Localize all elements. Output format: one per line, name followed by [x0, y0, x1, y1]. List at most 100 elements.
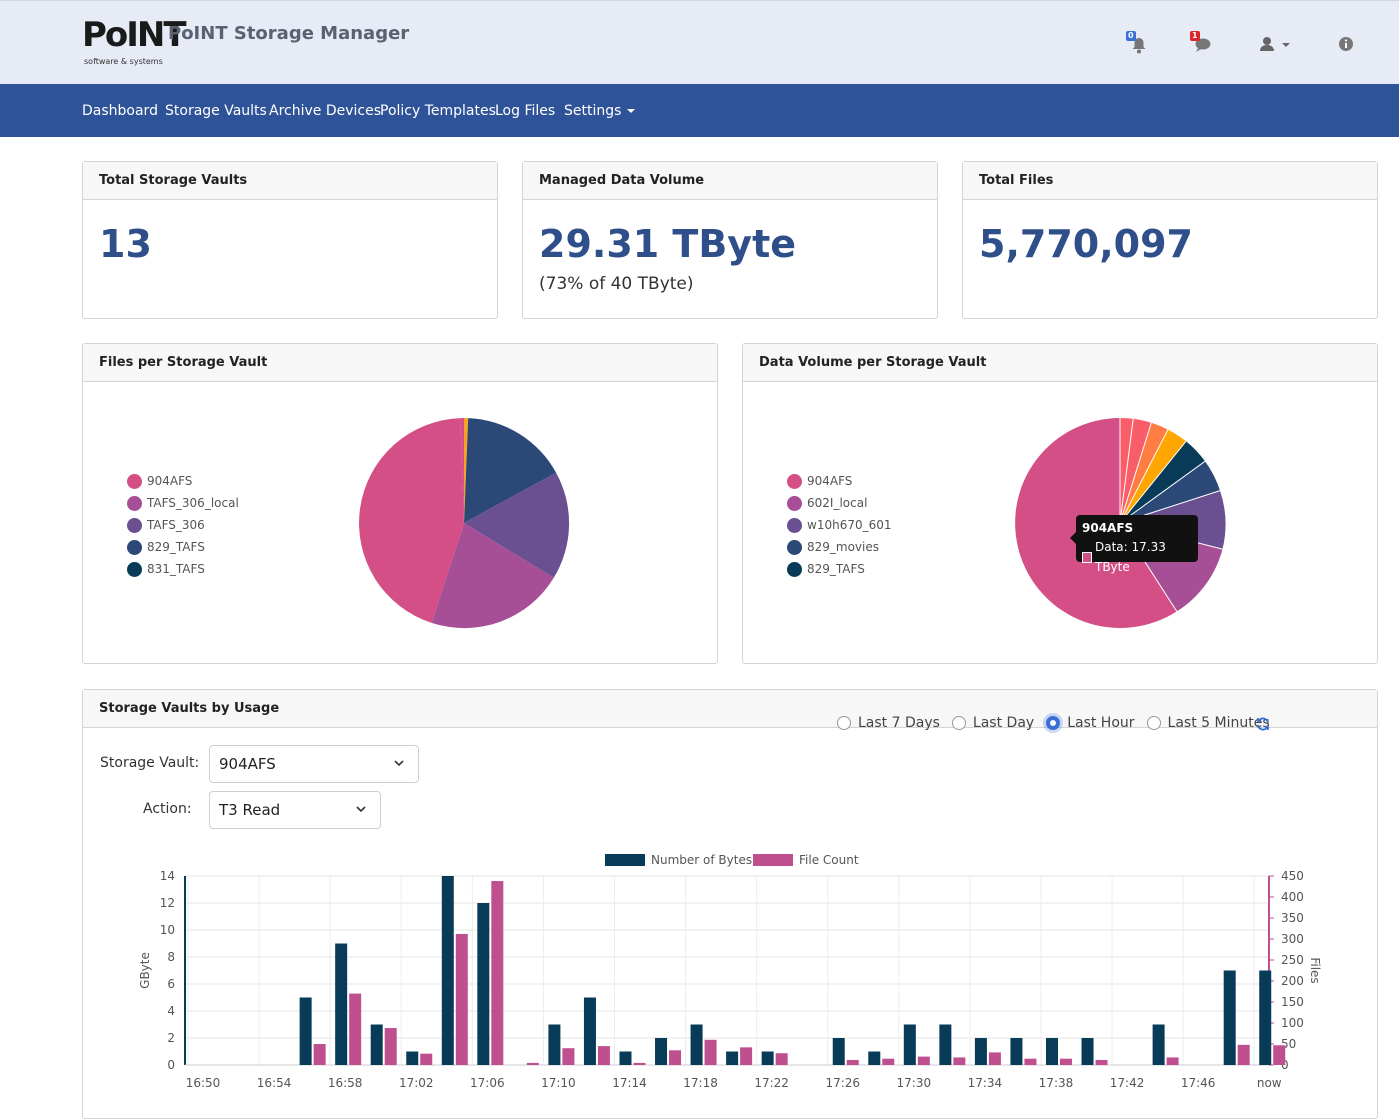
- pie-slice[interactable]: [464, 472, 570, 578]
- nav-dashboard[interactable]: Dashboard: [82, 103, 158, 119]
- bytes-bar[interactable]: [619, 1051, 632, 1066]
- bytes-bar[interactable]: [1045, 1038, 1058, 1065]
- nav-policy-templates[interactable]: Policy Templates: [380, 103, 496, 119]
- bytes-bar[interactable]: [1081, 1038, 1094, 1065]
- legend-item[interactable]: TAFS_306: [127, 514, 239, 536]
- files-bar[interactable]: [953, 1057, 966, 1065]
- files-bar[interactable]: [349, 993, 362, 1065]
- legend-swatch-files[interactable]: [753, 854, 793, 866]
- pie-slice[interactable]: [464, 418, 557, 523]
- files-bar[interactable]: [1059, 1058, 1072, 1065]
- bytes-bar[interactable]: [583, 997, 596, 1066]
- pie-slice[interactable]: [460, 418, 464, 523]
- bytes-bar[interactable]: [335, 943, 348, 1066]
- bytes-bar[interactable]: [903, 1024, 916, 1066]
- files-bar[interactable]: [1237, 1044, 1250, 1065]
- files-bar[interactable]: [420, 1053, 433, 1065]
- legend-label[interactable]: File Count: [799, 853, 859, 867]
- radio-last-5-minutes[interactable]: [1146, 716, 1161, 730]
- files-bar[interactable]: [917, 1056, 930, 1065]
- bytes-bar[interactable]: [1259, 970, 1272, 1066]
- action-selected: T3 Read: [219, 801, 281, 819]
- legend-item[interactable]: 829_TAFS: [127, 536, 239, 558]
- files-bar[interactable]: [562, 1048, 575, 1065]
- legend-item[interactable]: w10h670_601: [787, 514, 892, 536]
- legend-item[interactable]: 831_TAFS: [127, 558, 239, 580]
- files-pie-chart[interactable]: [357, 416, 571, 630]
- pie-slice[interactable]: [431, 523, 554, 629]
- files-bar[interactable]: [775, 1053, 788, 1065]
- bytes-bar[interactable]: [441, 876, 454, 1065]
- usage-bar-chart[interactable]: 0246810121405010015020025030035040045016…: [83, 840, 1377, 1100]
- bytes-bar[interactable]: [477, 903, 490, 1065]
- legend-item[interactable]: TAFS_306_local: [127, 492, 239, 514]
- radio-last-7-days[interactable]: [837, 716, 851, 730]
- files-bar[interactable]: [491, 881, 504, 1065]
- files-bar[interactable]: [526, 1062, 539, 1065]
- info-icon[interactable]: [1337, 35, 1357, 55]
- files-bar[interactable]: [455, 933, 468, 1065]
- notifications-bell-icon[interactable]: 0: [1126, 31, 1149, 55]
- bytes-bar[interactable]: [370, 1024, 383, 1066]
- pie-slice[interactable]: [359, 418, 464, 623]
- legend-item[interactable]: 829_movies: [787, 536, 892, 558]
- storage-vault-selected: 904AFS: [219, 755, 276, 773]
- bytes-bar[interactable]: [832, 1038, 845, 1065]
- refresh-icon[interactable]: [1255, 716, 1271, 732]
- nav-log-files[interactable]: Log Files: [495, 103, 556, 119]
- pie-slice[interactable]: [1120, 441, 1205, 523]
- radio-label[interactable]: Last Day: [972, 715, 1035, 731]
- bytes-bar[interactable]: [761, 1051, 774, 1066]
- bytes-bar[interactable]: [1152, 1024, 1165, 1066]
- files-bar[interactable]: [384, 1028, 397, 1065]
- x-tick-label: 17:22: [754, 1076, 789, 1090]
- bytes-bar[interactable]: [868, 1051, 881, 1066]
- bytes-bar[interactable]: [726, 1051, 739, 1066]
- user-menu-icon[interactable]: [1258, 35, 1292, 55]
- bytes-bar[interactable]: [1223, 970, 1236, 1066]
- radio-label[interactable]: Last 7 Days: [858, 715, 940, 731]
- bytes-bar[interactable]: [299, 997, 312, 1066]
- radio-label[interactable]: Last 5 Minutes: [1167, 715, 1270, 731]
- bytes-bar[interactable]: [406, 1051, 419, 1066]
- messages-chat-icon[interactable]: 1: [1190, 31, 1213, 55]
- point-logo[interactable]: PoINT software & systems: [82, 17, 187, 69]
- nav-settings[interactable]: Settings: [564, 103, 635, 119]
- files-bar[interactable]: [313, 1044, 326, 1065]
- files-bar[interactable]: [1273, 1045, 1286, 1065]
- bytes-bar[interactable]: [548, 1024, 561, 1066]
- pie-slice[interactable]: [464, 418, 469, 523]
- files-bar[interactable]: [669, 1050, 682, 1065]
- files-bar[interactable]: [988, 1052, 1001, 1065]
- legend-label[interactable]: Number of Bytes: [651, 853, 752, 867]
- files-bar[interactable]: [597, 1046, 610, 1065]
- pie-slice[interactable]: [1120, 461, 1220, 523]
- radio-last-hour[interactable]: [1046, 716, 1061, 730]
- legend-item[interactable]: 904AFS: [127, 470, 239, 492]
- radio-label[interactable]: Last Hour: [1067, 715, 1135, 731]
- files-bar[interactable]: [1095, 1059, 1108, 1065]
- bytes-bar[interactable]: [655, 1038, 668, 1065]
- action-select[interactable]: T3 Read: [209, 791, 381, 829]
- files-bar[interactable]: [882, 1058, 895, 1065]
- files-bar[interactable]: [1024, 1058, 1037, 1065]
- files-bar[interactable]: [740, 1047, 753, 1065]
- bytes-bar[interactable]: [1010, 1038, 1023, 1065]
- bytes-bar[interactable]: [974, 1038, 987, 1065]
- bytes-bar[interactable]: [939, 1024, 952, 1066]
- storage-vault-select[interactable]: 904AFS: [209, 745, 419, 783]
- nav-storage-vaults[interactable]: Storage Vaults: [165, 103, 267, 119]
- legend-item[interactable]: 602I_local: [787, 492, 892, 514]
- pie-slice[interactable]: [1120, 422, 1168, 523]
- legend-item[interactable]: 904AFS: [787, 470, 892, 492]
- radio-last-day[interactable]: [951, 716, 966, 730]
- bytes-bar[interactable]: [690, 1024, 703, 1066]
- legend-item[interactable]: 829_TAFS: [787, 558, 892, 580]
- legend-swatch-bytes[interactable]: [605, 854, 645, 866]
- files-bar[interactable]: [846, 1059, 859, 1065]
- files-bar[interactable]: [1166, 1057, 1179, 1065]
- pie-slice[interactable]: [1120, 429, 1186, 523]
- files-bar[interactable]: [704, 1039, 717, 1065]
- nav-archive-devices[interactable]: Archive Devices: [269, 103, 382, 119]
- files-bar[interactable]: [633, 1062, 646, 1065]
